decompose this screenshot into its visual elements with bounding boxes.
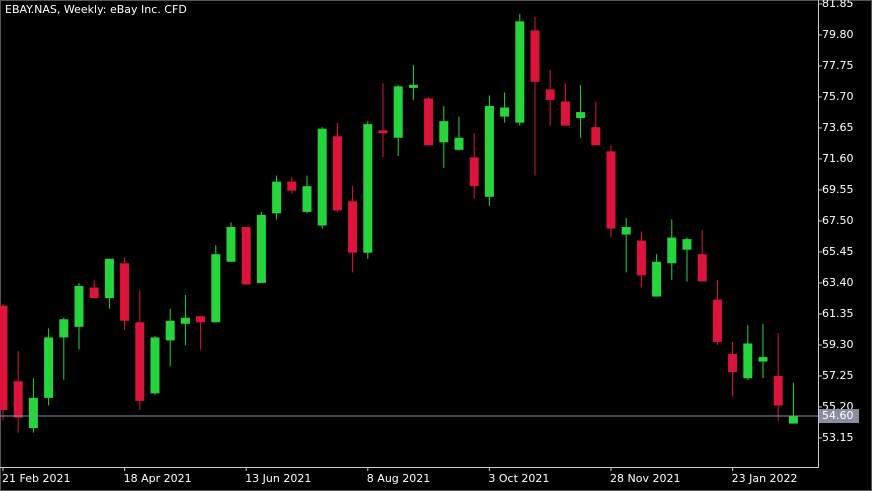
candle-body <box>272 181 282 214</box>
candle-body <box>484 106 494 197</box>
x-tick-label: 18 Apr 2021 <box>124 472 192 485</box>
candle-body <box>28 397 38 429</box>
candle-body <box>120 263 130 321</box>
candle-body <box>332 136 342 211</box>
candle-body <box>515 21 525 123</box>
candle-body <box>317 128 327 226</box>
candle-body <box>743 343 753 379</box>
y-tick-label: 69.55 <box>822 183 854 196</box>
y-tick-label: 65.45 <box>822 245 854 258</box>
x-tick-label: 28 Nov 2021 <box>610 472 680 485</box>
y-tick-label: 61.35 <box>822 307 854 320</box>
y-tick-label: 79.80 <box>822 28 854 41</box>
candle-body <box>652 261 662 297</box>
y-tick-label: 67.50 <box>822 214 854 227</box>
candle-body <box>530 30 540 82</box>
y-tick-label: 77.75 <box>822 59 854 72</box>
y-tick-label: 59.30 <box>822 338 854 351</box>
candle-body <box>180 317 190 324</box>
candle-body <box>424 98 434 146</box>
candle-body <box>287 181 297 191</box>
candle-body <box>211 254 221 323</box>
candle-body <box>256 214 266 283</box>
candle-body <box>712 299 722 342</box>
candle-body <box>363 124 373 253</box>
candle-body <box>378 130 388 134</box>
candle-body <box>226 226 236 262</box>
price-label: 54.60 <box>822 409 854 422</box>
candle-body <box>13 381 23 418</box>
x-tick-label: 21 Feb 2021 <box>2 472 70 485</box>
candle-body <box>348 201 358 253</box>
candle-body <box>682 239 692 250</box>
candle-body <box>621 226 631 235</box>
y-tick-label: 71.60 <box>822 152 854 165</box>
candle-body <box>636 240 646 276</box>
candle-body <box>591 127 601 146</box>
candle-body <box>439 121 449 143</box>
candle-body <box>758 357 768 362</box>
candle-body <box>606 151 616 229</box>
candle-body <box>165 320 175 341</box>
candle-body <box>74 285 84 327</box>
x-tick-label: 13 Jun 2021 <box>245 472 311 485</box>
candle-body <box>59 319 69 338</box>
y-tick-label: 53.15 <box>822 431 854 444</box>
candle-body <box>788 416 798 424</box>
candle-body <box>576 112 586 119</box>
candle-body <box>302 186 312 212</box>
candle-body <box>728 354 738 373</box>
candle-body <box>135 322 145 401</box>
candle-body <box>241 226 251 285</box>
candle-body <box>89 287 99 299</box>
y-tick-label: 73.65 <box>822 121 854 134</box>
candle-body <box>454 137 464 150</box>
candle-body <box>408 84 418 88</box>
candle-body <box>697 254 707 282</box>
price-label-box <box>819 409 859 424</box>
chart-title: EBAY.NAS, Weekly: eBay Inc. CFD <box>5 3 187 16</box>
candle-body <box>560 101 570 126</box>
candle-body <box>44 337 54 398</box>
y-tick-label: 63.40 <box>822 276 854 289</box>
candle-body <box>393 86 403 138</box>
candle-body <box>469 157 479 187</box>
candle-body <box>545 89 555 100</box>
candle-body <box>196 316 206 323</box>
candle-body <box>773 375 783 406</box>
candle-body <box>104 258 114 299</box>
x-tick-label: 3 Oct 2021 <box>488 472 549 485</box>
x-tick-label: 8 Aug 2021 <box>367 472 430 485</box>
y-tick-label: 75.70 <box>822 90 854 103</box>
candle-body <box>0 305 8 410</box>
y-tick-label: 57.25 <box>822 369 854 382</box>
candle-body <box>150 337 160 394</box>
candle-body <box>667 237 677 264</box>
x-tick-label: 23 Jan 2022 <box>732 472 798 485</box>
candle-body <box>500 107 510 117</box>
y-tick-label: 81.85 <box>822 0 854 10</box>
